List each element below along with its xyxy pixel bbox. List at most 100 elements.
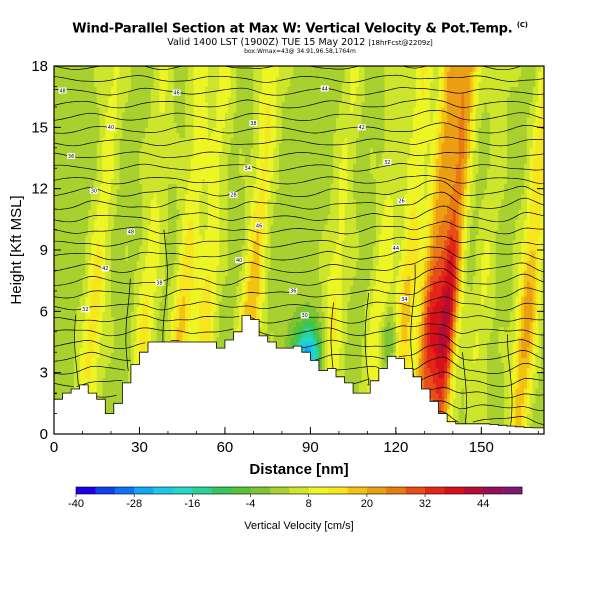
velocity-cell bbox=[130, 331, 135, 338]
velocity-cell bbox=[173, 296, 178, 302]
velocity-cell bbox=[71, 290, 75, 297]
velocity-cell bbox=[190, 224, 195, 231]
velocity-cell bbox=[82, 367, 86, 374]
velocity-cell bbox=[119, 132, 123, 139]
velocity-cell bbox=[165, 106, 169, 113]
velocity-cell bbox=[202, 219, 206, 226]
velocity-cell bbox=[244, 106, 249, 113]
velocity-cell bbox=[202, 316, 206, 323]
velocity-cell bbox=[56, 367, 61, 374]
velocity-cell bbox=[230, 290, 235, 297]
velocity-cell bbox=[71, 106, 75, 113]
velocity-cell bbox=[219, 106, 223, 113]
velocity-cell bbox=[159, 260, 163, 266]
velocity-cell bbox=[119, 209, 123, 215]
velocity-cell bbox=[68, 357, 72, 364]
velocity-cell bbox=[110, 382, 115, 389]
velocity-cell bbox=[210, 152, 215, 159]
velocity-cell bbox=[102, 296, 106, 302]
velocity-cell bbox=[202, 163, 206, 169]
velocity-cell bbox=[145, 101, 149, 108]
velocity-cell bbox=[85, 321, 89, 328]
velocity-cell bbox=[202, 91, 206, 98]
velocity-cell bbox=[148, 301, 152, 307]
velocity-cell bbox=[233, 132, 237, 139]
velocity-cell bbox=[71, 260, 75, 266]
velocity-cell bbox=[108, 173, 112, 180]
velocity-cell bbox=[68, 321, 72, 328]
velocity-cell bbox=[136, 158, 141, 164]
velocity-cell bbox=[71, 214, 75, 220]
velocity-cell bbox=[76, 290, 81, 297]
velocity-cell bbox=[142, 178, 146, 185]
velocity-cell bbox=[145, 336, 149, 343]
velocity-cell bbox=[54, 214, 58, 220]
velocity-cell bbox=[179, 168, 183, 174]
velocity-cell bbox=[233, 188, 237, 195]
velocity-cell bbox=[110, 265, 115, 272]
velocity-cell bbox=[59, 362, 64, 369]
velocity-cell bbox=[93, 76, 98, 82]
velocity-cell bbox=[91, 152, 95, 159]
velocity-cell bbox=[162, 301, 166, 307]
velocity-cell bbox=[242, 147, 246, 154]
velocity-cell bbox=[91, 147, 95, 154]
velocity-cell bbox=[65, 285, 69, 292]
velocity-cell bbox=[76, 117, 81, 123]
velocity-cell bbox=[142, 168, 146, 174]
velocity-cell bbox=[216, 290, 220, 297]
velocity-cell bbox=[216, 311, 220, 318]
velocity-cell bbox=[110, 250, 115, 256]
velocity-cell bbox=[222, 152, 226, 159]
velocity-cell bbox=[156, 91, 161, 98]
velocity-cell bbox=[204, 178, 209, 185]
velocity-cell bbox=[222, 224, 226, 231]
velocity-cell bbox=[247, 255, 252, 261]
velocity-cell bbox=[219, 96, 223, 103]
velocity-cell bbox=[56, 193, 61, 200]
velocity-cell bbox=[142, 331, 146, 338]
velocity-cell bbox=[116, 152, 121, 159]
velocity-cell bbox=[139, 147, 143, 154]
velocity-cell bbox=[105, 219, 109, 226]
velocity-cell bbox=[102, 326, 106, 333]
velocity-cell bbox=[79, 193, 84, 200]
velocity-cell bbox=[122, 214, 126, 220]
velocity-cell bbox=[113, 382, 118, 389]
velocity-cell bbox=[239, 163, 243, 169]
velocity-cell bbox=[99, 326, 104, 333]
velocity-cell bbox=[102, 127, 106, 134]
velocity-cell bbox=[230, 250, 235, 256]
velocity-cell bbox=[122, 362, 126, 369]
velocity-cell bbox=[210, 122, 215, 128]
velocity-cell bbox=[116, 372, 121, 379]
velocity-cell bbox=[190, 132, 195, 139]
velocity-cell bbox=[202, 147, 206, 154]
velocity-cell bbox=[145, 198, 149, 205]
velocity-cell bbox=[167, 224, 172, 231]
velocity-cell bbox=[54, 336, 58, 343]
velocity-cell bbox=[62, 168, 66, 174]
velocity-cell bbox=[222, 326, 226, 333]
velocity-cell bbox=[236, 71, 240, 77]
velocity-cell bbox=[113, 290, 118, 297]
velocity-cell bbox=[159, 193, 163, 200]
velocity-cell bbox=[190, 71, 195, 77]
velocity-cell bbox=[236, 214, 240, 220]
velocity-cell bbox=[136, 270, 141, 277]
velocity-cell bbox=[222, 321, 226, 328]
velocity-cell bbox=[79, 168, 84, 174]
velocity-cell bbox=[219, 234, 223, 241]
velocity-cell bbox=[150, 86, 155, 93]
velocity-cell bbox=[224, 193, 229, 200]
velocity-cell bbox=[242, 204, 246, 210]
velocity-cell bbox=[125, 158, 129, 164]
velocity-cell bbox=[216, 219, 220, 226]
velocity-cell bbox=[224, 280, 229, 287]
velocity-cell bbox=[65, 127, 69, 134]
velocity-cell bbox=[233, 316, 237, 323]
velocity-cell bbox=[165, 275, 169, 282]
velocity-cell bbox=[91, 326, 95, 333]
velocity-cell bbox=[173, 285, 178, 292]
velocity-cell bbox=[153, 127, 158, 134]
